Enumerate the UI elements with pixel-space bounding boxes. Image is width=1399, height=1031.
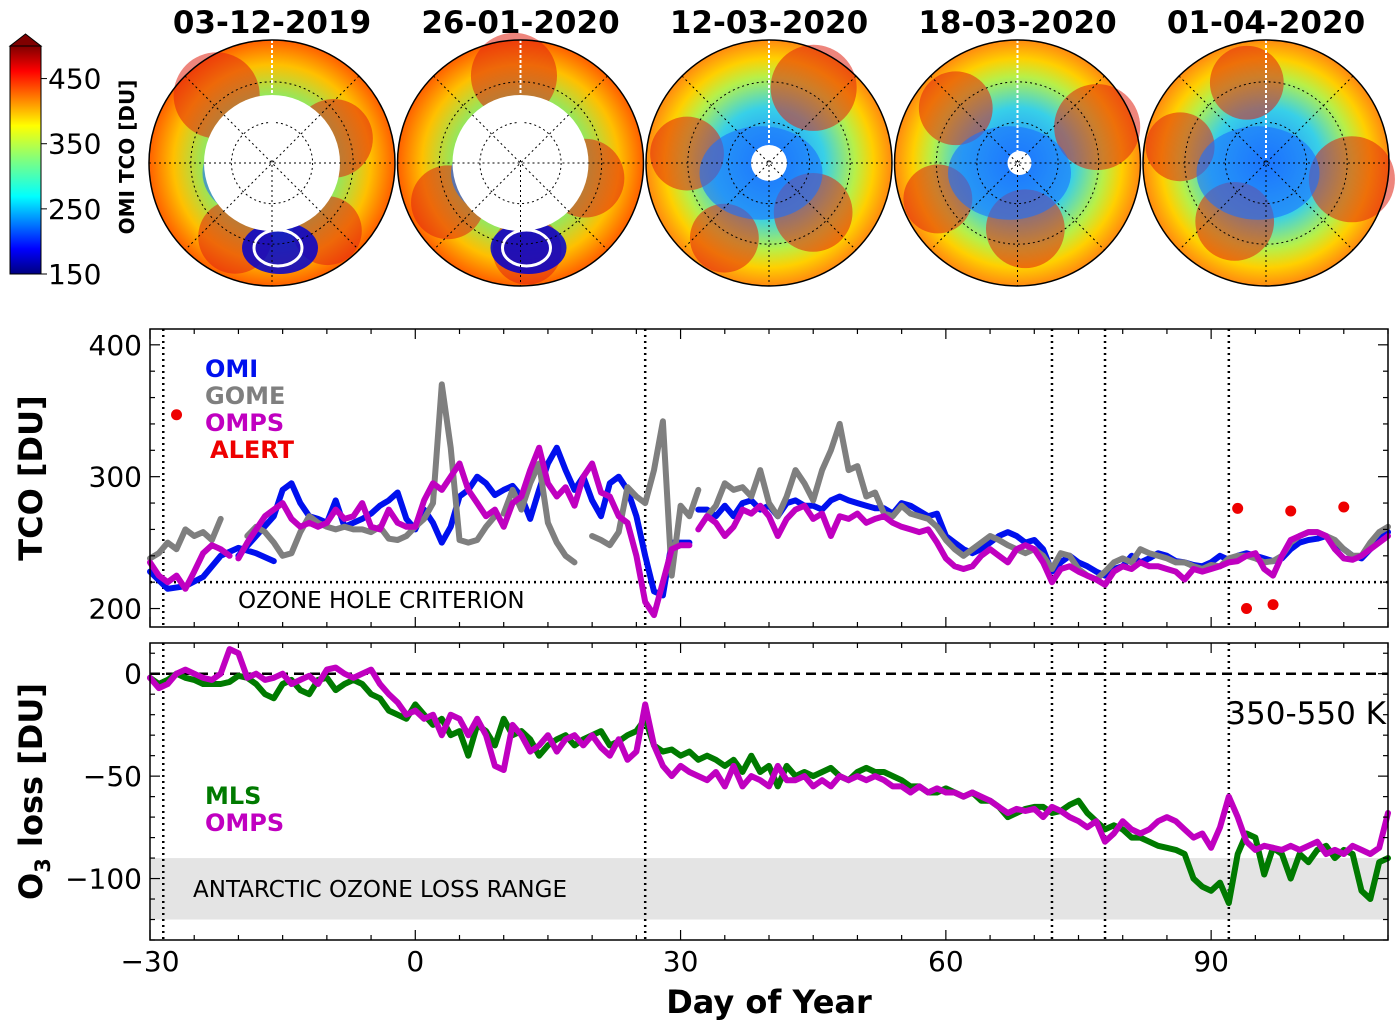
polar-map: 03-12-2019 [148, 5, 396, 287]
map-high-region [1209, 45, 1284, 120]
y-tick-label: 400 [89, 329, 142, 362]
x-tick-label: 0 [406, 945, 424, 978]
map-meridian [1178, 75, 1354, 251]
legend-entry-omi: OMI [205, 355, 258, 383]
colorbar-tick-label: 450 [48, 63, 101, 96]
map-meridian [433, 75, 608, 251]
colorbar-extend-arrow [8, 33, 43, 47]
series-line-mls [147, 670, 1391, 907]
alert-point [1232, 502, 1244, 514]
map-outline [396, 39, 645, 287]
map-date-title: 03-12-2019 [173, 5, 371, 41]
polar-map: 18-03-2020 [893, 5, 1142, 287]
y-tick-label: −50 [83, 760, 142, 793]
map-low-region [948, 126, 1071, 220]
legend-entry-mls: MLS [205, 782, 261, 810]
alert-point [1285, 505, 1297, 517]
colorbar: 150 250 350 450 OMI TCO [DU] [8, 33, 139, 291]
colorbar-tick-label: 350 [48, 128, 101, 161]
map-meridian [184, 75, 360, 251]
criterion-label: OZONE HOLE CRITERION [238, 588, 525, 614]
polar-maps: 03-12-2019 26-01-2020 12-03-2020 18-03-2020… [148, 5, 1395, 287]
polar-map: 26-01-2020 [396, 5, 645, 287]
map-meridian [433, 75, 608, 251]
colorbar-tick-label: 250 [48, 193, 101, 226]
y-tick-label: 200 [89, 593, 142, 626]
legend-entry-omps: OMPS [205, 809, 284, 837]
x-tick-label: 30 [663, 945, 699, 978]
map-date-title: 01-04-2020 [1167, 5, 1365, 41]
x-tick-label: −30 [120, 945, 179, 978]
map-meridian [930, 75, 1105, 251]
legend-entry-omps: OMPS [205, 409, 284, 437]
map-meridian [930, 75, 1105, 251]
y-axis-title: O3 loss [DU] [12, 683, 55, 900]
y-axis-title-rest: loss [DU] [12, 683, 50, 858]
y-axis-title-sub: 3 [31, 858, 55, 873]
map-high-region [770, 44, 857, 131]
map-outline [1142, 39, 1390, 287]
y-tick-label: −100 [65, 863, 142, 896]
map-high-region [918, 71, 993, 146]
polar-map: 12-03-2020 [645, 5, 893, 287]
y-axis-title-main: O [12, 873, 50, 900]
map-meridian [681, 75, 857, 251]
altitude-range-label: 350-550 K [1226, 696, 1386, 732]
x-tick-label: 90 [1193, 945, 1229, 978]
map-outline [148, 39, 396, 287]
tco-panel: OZONE HOLE CRITERION 200 300 400 TCO [DU] OMI… [12, 328, 1391, 628]
y-axis-title: TCO [DU] [12, 395, 50, 560]
colorbar-label: OMI TCO [DU] [115, 80, 139, 235]
map-high-region [1308, 136, 1395, 223]
map-outline [645, 39, 893, 287]
alert-point [1267, 599, 1279, 611]
ozone-loss-panel: ANTARCTIC OZONE LOSS RANGE 0 −50 −100 O3 los… [12, 642, 1391, 978]
map-high-region [689, 203, 759, 273]
alert-point [171, 409, 183, 421]
map-date-title: 18-03-2020 [918, 5, 1116, 41]
map-meridian [184, 75, 360, 251]
colorbar-tick-label: 150 [48, 258, 101, 291]
polar-map: 01-04-2020 [1142, 5, 1395, 287]
series-line-omps [147, 444, 1391, 619]
x-tick-label: 60 [928, 945, 964, 978]
alert-point [1338, 501, 1350, 513]
band-label: ANTARCTIC OZONE LOSS RANGE [193, 877, 567, 903]
map-outline [893, 39, 1142, 287]
y-tick-label: 0 [124, 658, 142, 691]
loss-range-band [150, 858, 1388, 920]
map-date-title: 12-03-2020 [670, 5, 868, 41]
map-low-region [1196, 126, 1320, 220]
map-meridian [1178, 75, 1354, 251]
series-line-gome [147, 381, 1391, 583]
map-meridian [681, 75, 857, 251]
series-line-omps [147, 646, 1391, 857]
map-high-region [1145, 112, 1215, 182]
x-axis-title: Day of Year [666, 983, 872, 1021]
legend-entry-gome: GOME [205, 382, 285, 410]
y-tick-label: 300 [89, 461, 142, 494]
alert-point [1241, 603, 1253, 615]
colorbar-gradient [9, 45, 42, 275]
legend-entry-alert: ALERT [210, 436, 295, 464]
